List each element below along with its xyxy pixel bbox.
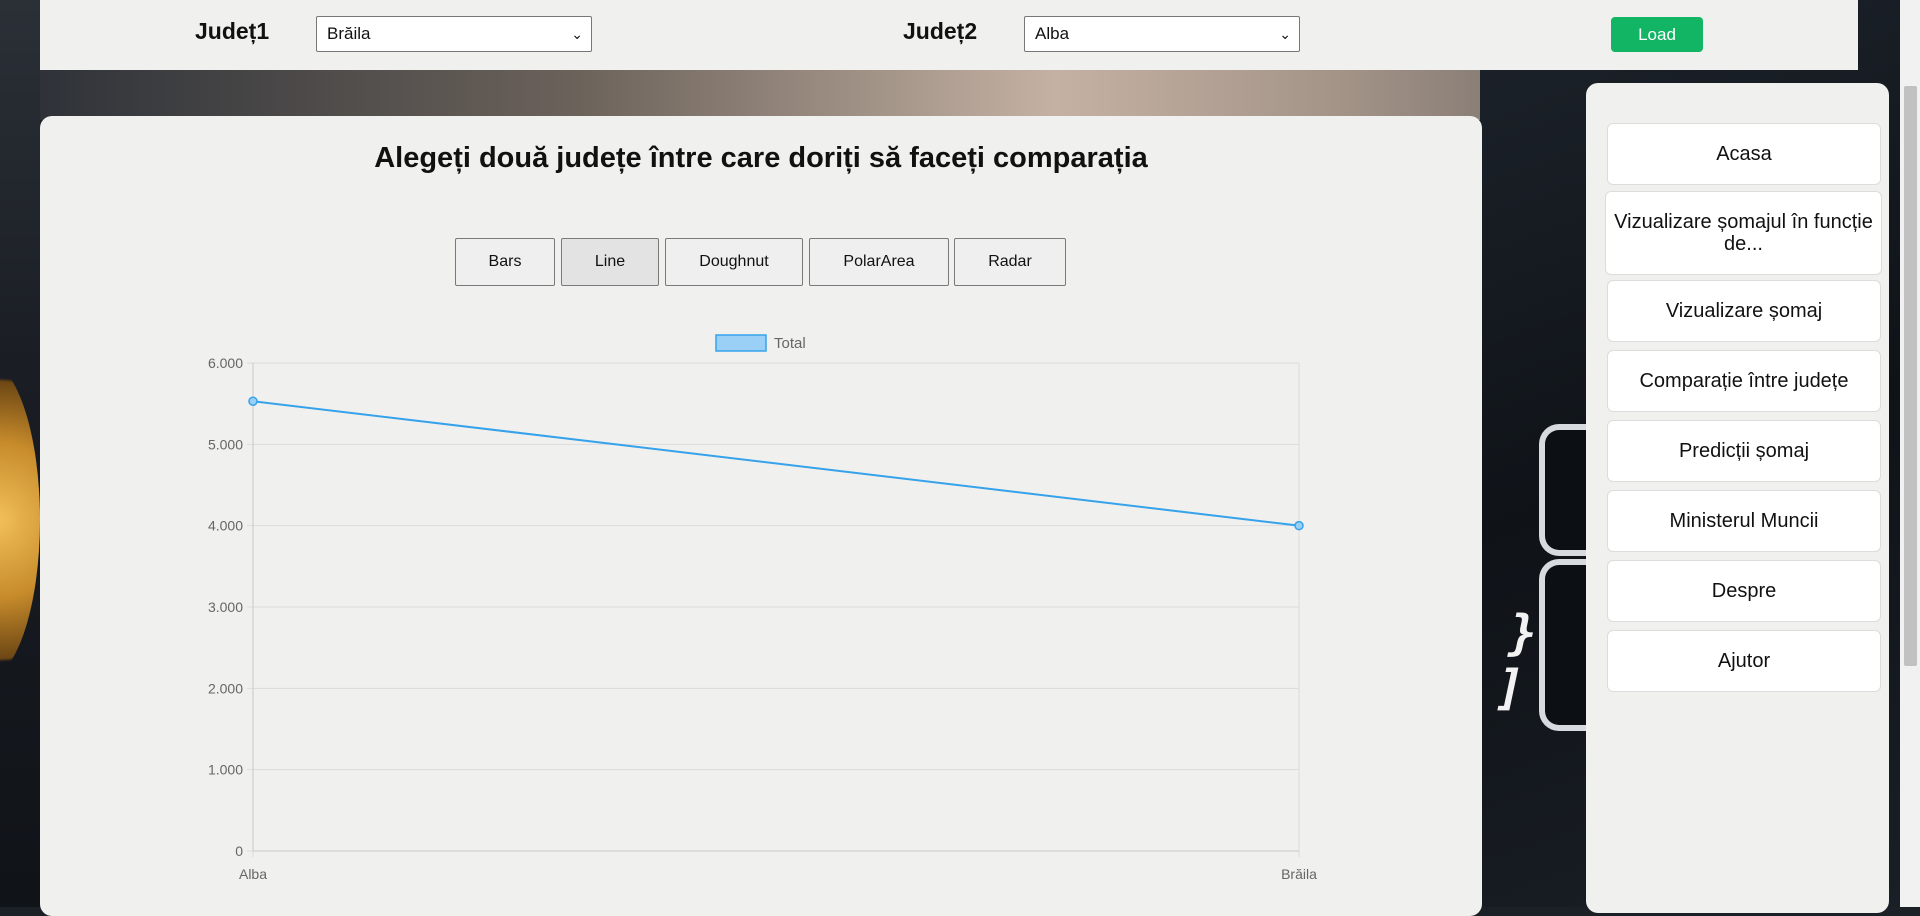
chart-type-bars-button[interactable]: Bars xyxy=(455,238,555,286)
sidebar-item-vizualizare-somaj[interactable]: Vizualizare șomaj xyxy=(1607,280,1881,342)
chart-type-line-button[interactable]: Line xyxy=(561,238,659,286)
judet2-select[interactable]: Alba ⌄ xyxy=(1024,16,1300,52)
load-button[interactable]: Load xyxy=(1611,17,1703,52)
y-tick-label: 5.000 xyxy=(208,436,243,452)
y-tick-label: 4.000 xyxy=(208,518,243,534)
judet2-selected-value: Alba xyxy=(1035,24,1070,43)
judet1-label: Județ1 xyxy=(195,18,270,44)
judet1-selected-value: Brăila xyxy=(327,24,371,43)
page-title: Alegeți două județe între care doriți să… xyxy=(374,142,1148,174)
chart-type-doughnut-button[interactable]: Doughnut xyxy=(665,238,803,286)
sidebar-item-despre[interactable]: Despre xyxy=(1607,560,1881,622)
line-chart: 0 1.000 2.000 3.000 4.000 5.000 6.000 Alba Brăil… xyxy=(208,334,1317,882)
y-tick-label: 3.000 xyxy=(208,599,243,615)
y-tick-label: 0 xyxy=(235,843,243,859)
data-point xyxy=(1294,520,1304,531)
judet2-label: Județ2 xyxy=(903,18,978,44)
series-line xyxy=(252,400,1300,527)
top-bar: Județ1 Brăila ⌄ Județ2 Alba ⌄ Load xyxy=(40,0,1858,70)
chevron-down-icon: ⌄ xyxy=(571,26,583,42)
sidebar-item-comparatie-judete[interactable]: Comparație între județe xyxy=(1607,350,1881,412)
main-panel: Alegeți două județe între care doriți să… xyxy=(40,116,1482,916)
page-scrollbar[interactable] xyxy=(1900,0,1920,907)
y-tick-label: 1.000 xyxy=(208,762,243,778)
judet1-select[interactable]: Brăila ⌄ xyxy=(316,16,592,52)
x-tick-label: Alba xyxy=(239,866,267,882)
chart-type-polararea-button[interactable]: PolarArea xyxy=(809,238,949,286)
sidebar: Acasa Vizualizare șomajul în funcție de.… xyxy=(1586,83,1889,913)
sidebar-item-ajutor[interactable]: Ajutor xyxy=(1607,630,1881,692)
sidebar-item-ministerul-muncii[interactable]: Ministerul Muncii xyxy=(1607,490,1881,552)
sidebar-item-predictii-somaj[interactable]: Predicții șomaj xyxy=(1607,420,1881,482)
chart-type-radar-button[interactable]: Radar xyxy=(954,238,1066,286)
data-point xyxy=(248,396,258,406)
legend-label: Total xyxy=(774,335,806,352)
y-tick-label: 6.000 xyxy=(208,355,243,371)
sidebar-item-vizualizare-somajul-in-functie[interactable]: Vizualizare șomajul în funcție de... xyxy=(1605,191,1882,275)
legend-swatch xyxy=(715,334,767,352)
chevron-down-icon: ⌄ xyxy=(1279,26,1291,42)
x-tick-label: Brăila xyxy=(1281,866,1317,882)
sidebar-item-acasa[interactable]: Acasa xyxy=(1607,123,1881,185)
scrollbar-thumb[interactable] xyxy=(1904,86,1917,666)
y-tick-label: 2.000 xyxy=(208,680,243,696)
